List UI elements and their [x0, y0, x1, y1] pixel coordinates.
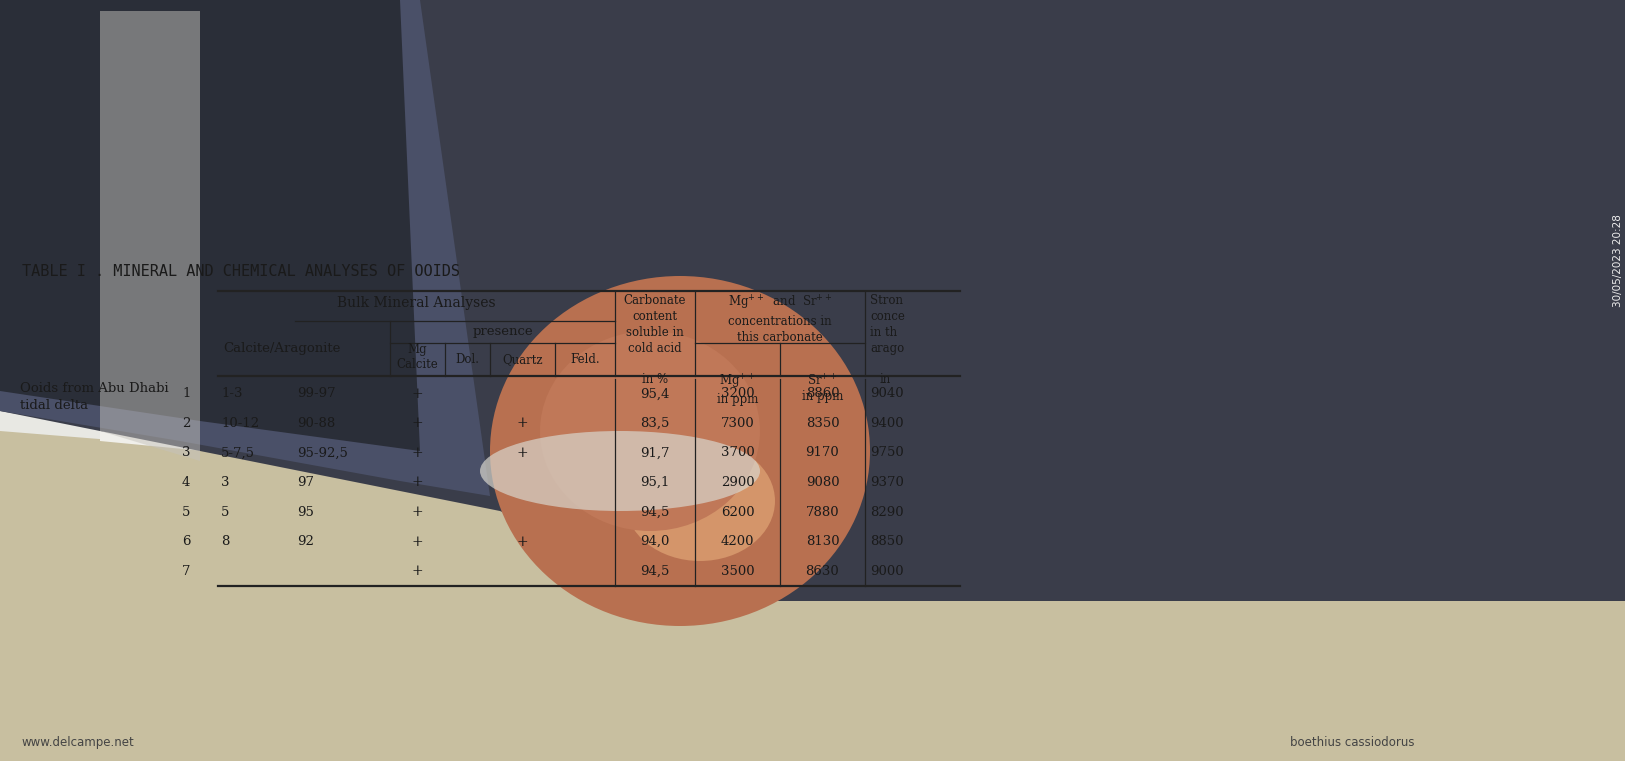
Text: +: +: [517, 446, 528, 460]
Text: 3: 3: [221, 476, 229, 489]
Text: Ooids from Abu Dhabi
tidal delta: Ooids from Abu Dhabi tidal delta: [20, 382, 169, 412]
Text: Quartz: Quartz: [502, 353, 543, 366]
Text: Carbonate
content
soluble in
cold acid: Carbonate content soluble in cold acid: [624, 294, 686, 355]
Text: Mg$^{++}$
in ppm: Mg$^{++}$ in ppm: [717, 373, 759, 406]
Text: 7300: 7300: [720, 417, 754, 430]
Polygon shape: [0, 0, 491, 496]
Text: 3: 3: [182, 447, 190, 460]
Text: 4: 4: [182, 476, 190, 489]
Text: 94,5: 94,5: [640, 505, 669, 518]
Text: 9040: 9040: [869, 387, 904, 400]
Text: Sr$^{++}$
in ppm: Sr$^{++}$ in ppm: [801, 373, 843, 403]
Text: presence: presence: [473, 326, 533, 339]
Text: 3700: 3700: [720, 447, 754, 460]
Text: 91,7: 91,7: [640, 447, 669, 460]
Text: boethius cassiodorus: boethius cassiodorus: [1290, 736, 1414, 749]
Text: 1: 1: [182, 387, 190, 400]
Text: 83,5: 83,5: [640, 417, 669, 430]
Text: 7: 7: [182, 565, 190, 578]
Text: Mg
Calcite: Mg Calcite: [396, 343, 439, 371]
Text: 8130: 8130: [806, 535, 840, 548]
Text: 9170: 9170: [806, 447, 840, 460]
Ellipse shape: [479, 431, 760, 511]
Text: 5: 5: [221, 505, 229, 518]
Text: 8350: 8350: [806, 417, 840, 430]
Text: Calcite/Aragonite: Calcite/Aragonite: [223, 342, 340, 355]
Text: 95,1: 95,1: [640, 476, 669, 489]
Text: +: +: [411, 535, 422, 549]
Polygon shape: [0, 0, 419, 451]
Text: TABLE I . MINERAL AND CHEMICAL ANALYSES OF OOIDS: TABLE I . MINERAL AND CHEMICAL ANALYSES …: [23, 263, 460, 279]
Text: 2900: 2900: [722, 476, 754, 489]
Text: 8860: 8860: [806, 387, 840, 400]
Ellipse shape: [491, 276, 869, 626]
Polygon shape: [0, 0, 1610, 541]
Text: Stron
conce
in th
arago: Stron conce in th arago: [869, 294, 905, 355]
Text: 10-12: 10-12: [221, 417, 258, 430]
Text: +: +: [411, 446, 422, 460]
Text: 8290: 8290: [869, 505, 904, 518]
Text: 3200: 3200: [722, 387, 754, 400]
Text: 99-97: 99-97: [297, 387, 336, 400]
Text: 94,5: 94,5: [640, 565, 669, 578]
Text: 5: 5: [182, 505, 190, 518]
Text: 95-92,5: 95-92,5: [297, 447, 348, 460]
Text: 9750: 9750: [869, 447, 904, 460]
Text: 9400: 9400: [869, 417, 904, 430]
Text: 92: 92: [297, 535, 314, 548]
Text: 8: 8: [221, 535, 229, 548]
Text: +: +: [411, 476, 422, 489]
Text: +: +: [411, 564, 422, 578]
Text: 94,0: 94,0: [640, 535, 669, 548]
Text: 8850: 8850: [869, 535, 904, 548]
Polygon shape: [0, 0, 1625, 601]
Text: Feld.: Feld.: [570, 353, 600, 366]
Text: +: +: [411, 505, 422, 519]
Text: 95: 95: [297, 505, 314, 518]
Text: 4200: 4200: [722, 535, 754, 548]
Text: 9370: 9370: [869, 476, 904, 489]
Text: Bulk Mineral Analyses: Bulk Mineral Analyses: [338, 296, 496, 310]
Text: www.delcampe.net: www.delcampe.net: [23, 736, 135, 749]
Text: 2: 2: [182, 417, 190, 430]
Text: 95,4: 95,4: [640, 387, 669, 400]
Polygon shape: [101, 11, 1601, 541]
Text: 30/05/2023 20:28: 30/05/2023 20:28: [1614, 215, 1623, 307]
Text: +: +: [517, 535, 528, 549]
Text: 8630: 8630: [806, 565, 840, 578]
Text: +: +: [411, 416, 422, 431]
Text: Dol.: Dol.: [455, 353, 479, 366]
Text: 5-7,5: 5-7,5: [221, 447, 255, 460]
Text: 6200: 6200: [722, 505, 754, 518]
Ellipse shape: [540, 331, 760, 531]
Text: in %: in %: [642, 373, 668, 386]
Text: 97: 97: [297, 476, 314, 489]
Text: 7880: 7880: [806, 505, 840, 518]
Text: +: +: [411, 387, 422, 401]
Text: 90-88: 90-88: [297, 417, 335, 430]
Text: +: +: [517, 416, 528, 431]
Text: in: in: [881, 373, 891, 386]
Text: 3500: 3500: [722, 565, 754, 578]
Ellipse shape: [626, 441, 775, 561]
Text: 6: 6: [182, 535, 190, 548]
Text: 9000: 9000: [869, 565, 904, 578]
Text: Mg$^{++}$  and  Sr$^{++}$
concentrations in
this carbonate: Mg$^{++}$ and Sr$^{++}$ concentrations i…: [728, 294, 832, 344]
Polygon shape: [101, 11, 200, 461]
Text: 1-3: 1-3: [221, 387, 242, 400]
Text: 9080: 9080: [806, 476, 840, 489]
